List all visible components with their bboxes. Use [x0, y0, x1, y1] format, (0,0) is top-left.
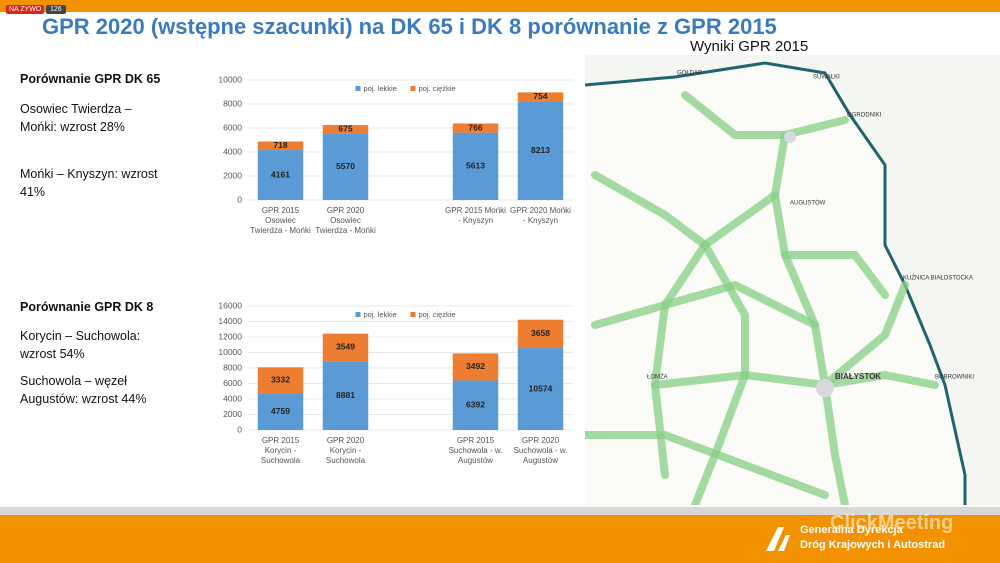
data-label: 5613: [466, 161, 485, 171]
footer: Generalna Dyrekcja Dróg Krajowych i Auto…: [0, 515, 1000, 563]
data-label: 4759: [271, 406, 290, 416]
y-tick-label: 4000: [223, 393, 242, 403]
map-label: SUWAŁKI: [813, 75, 840, 81]
x-tick-label: GPR 2020 Suchowola - w. Augustów: [513, 436, 568, 465]
y-tick-label: 10000: [218, 347, 242, 357]
y-tick-label: 12000: [218, 331, 242, 341]
data-label: 3549: [336, 342, 355, 352]
y-tick-label: 8000: [223, 362, 242, 372]
y-tick-label: 10000: [218, 74, 242, 84]
data-label: 675: [338, 123, 352, 133]
legend-swatch: [355, 312, 361, 317]
city: [816, 379, 834, 397]
logo: [766, 527, 790, 551]
data-label: 3658: [531, 328, 550, 338]
bar-segment: [322, 333, 369, 362]
y-tick-label: 0: [237, 194, 242, 204]
bar-segment: [322, 125, 369, 134]
live-badge: NA ŻYWO: [6, 5, 45, 14]
bar-segment: [257, 150, 304, 200]
legend-label: poj. lekkie: [364, 84, 397, 93]
bar-segment: [452, 123, 499, 133]
legend-label: poj. lekkie: [364, 310, 397, 319]
section-note: Korycin – Suchowola: wzrost 54%: [20, 329, 141, 361]
viewer-count: 126: [46, 5, 66, 14]
section-note: Mońki – Knyszyn: wzrost 41%: [20, 167, 158, 199]
x-tick-label: GPR 2020 Osowiec Twierdza - Mońki: [315, 206, 376, 235]
bar-segment: [517, 92, 564, 102]
y-tick-label: 2000: [223, 409, 242, 419]
map-label: KUŹNICA BIAŁOSTOCKA: [903, 275, 973, 282]
data-label: 8213: [531, 145, 550, 155]
x-tick-label: GPR 2015 Mońki - Knyszyn: [445, 206, 506, 225]
legend-swatch: [410, 312, 416, 317]
legend-swatch: [355, 86, 361, 91]
data-label: 5570: [336, 161, 355, 171]
map-label: GOŁDAP: [677, 71, 702, 77]
data-label: 718: [273, 140, 287, 150]
x-tick-label: GPR 2020 Korycin - Suchowola: [325, 436, 366, 465]
bar-segment: [452, 353, 499, 381]
data-label: 3332: [271, 374, 290, 384]
brand: ClickMeeting: [830, 512, 954, 534]
bar-segment: [517, 348, 564, 430]
top-bar: [0, 0, 1000, 12]
bar-segment: [517, 319, 564, 349]
y-tick-label: 16000: [218, 300, 242, 310]
bar-segment: [322, 133, 369, 200]
y-tick-label: 8000: [223, 98, 242, 108]
x-tick-label: GPR 2015 Osowiec Twierdza - Mońki: [250, 206, 311, 235]
x-tick-label: GPR 2015 Suchowola - w. Augustów: [448, 436, 503, 465]
y-tick-label: 6000: [223, 378, 242, 388]
legend-label: poj. ciężkie: [419, 310, 456, 319]
section-heading: Porównanie GPR DK 8: [20, 300, 154, 314]
bar-segment: [517, 101, 564, 200]
data-label: 10574: [529, 383, 553, 393]
x-tick-label: GPR 2020 Mońki - Knyszyn: [510, 206, 571, 225]
x-tick-label: GPR 2015 Korycin - Suchowola: [260, 436, 301, 465]
map-label: BIAŁYSTOK: [835, 372, 881, 381]
border: [585, 61, 967, 505]
org-name: Generalna Dyrekcja: [800, 524, 903, 536]
chart: 0 2000 4000 6000 8000 10000 12000 14000 16000 poj…: [218, 300, 573, 434]
bar-segment: [322, 361, 369, 430]
legend-label: poj. ciężkie: [419, 84, 456, 93]
section-heading: Porównanie GPR DK 65: [20, 72, 161, 86]
bar-segment: [257, 141, 304, 151]
map-label: OGRODNIKI: [847, 113, 882, 119]
bar-segment: [257, 367, 304, 394]
y-tick-label: 6000: [223, 122, 242, 132]
data-label: 766: [468, 122, 482, 132]
data-label: 754: [533, 91, 547, 101]
map-label: ŁOMŻA: [647, 374, 668, 381]
y-tick-label: 14000: [218, 316, 242, 326]
section-note: Osowiec Twierdza – Mońki: wzrost 28%: [20, 102, 132, 134]
region: [585, 63, 965, 505]
y-tick-label: 0: [237, 424, 242, 434]
bar-segment: [452, 132, 499, 200]
data-label: 8881: [336, 390, 355, 400]
map-label: AUGUSTÓW: [790, 200, 826, 207]
data-label: 4161: [271, 169, 290, 179]
footer-strip: [0, 507, 1000, 515]
slide-title: GPR 2020 (wstępne szacunki) na DK 65 i D…: [42, 14, 777, 39]
section-note: Suchowola – węzeł Augustów: wzrost 44%: [20, 374, 147, 406]
data-label: 6392: [466, 399, 485, 409]
map-title: Wyniki GPR 2015: [690, 38, 809, 55]
bar-segment: [257, 393, 304, 430]
map-label: BOBROWNIKI: [935, 375, 974, 381]
bar-segment: [452, 380, 499, 430]
map: GOŁDAP SUWAŁKI OGRODNIKI AUGUSTÓW KUŹNIC…: [585, 55, 1000, 505]
y-tick-label: 2000: [223, 170, 242, 180]
chart: 0 2000 4000 6000 8000 10000 poj. lekkie poj. ci…: [218, 74, 573, 204]
y-tick-label: 4000: [223, 146, 242, 156]
data-label: 3492: [466, 361, 485, 371]
org-name: Dróg Krajowych i Autostrad: [800, 539, 946, 551]
legend-swatch: [410, 86, 416, 91]
city: [784, 131, 796, 143]
